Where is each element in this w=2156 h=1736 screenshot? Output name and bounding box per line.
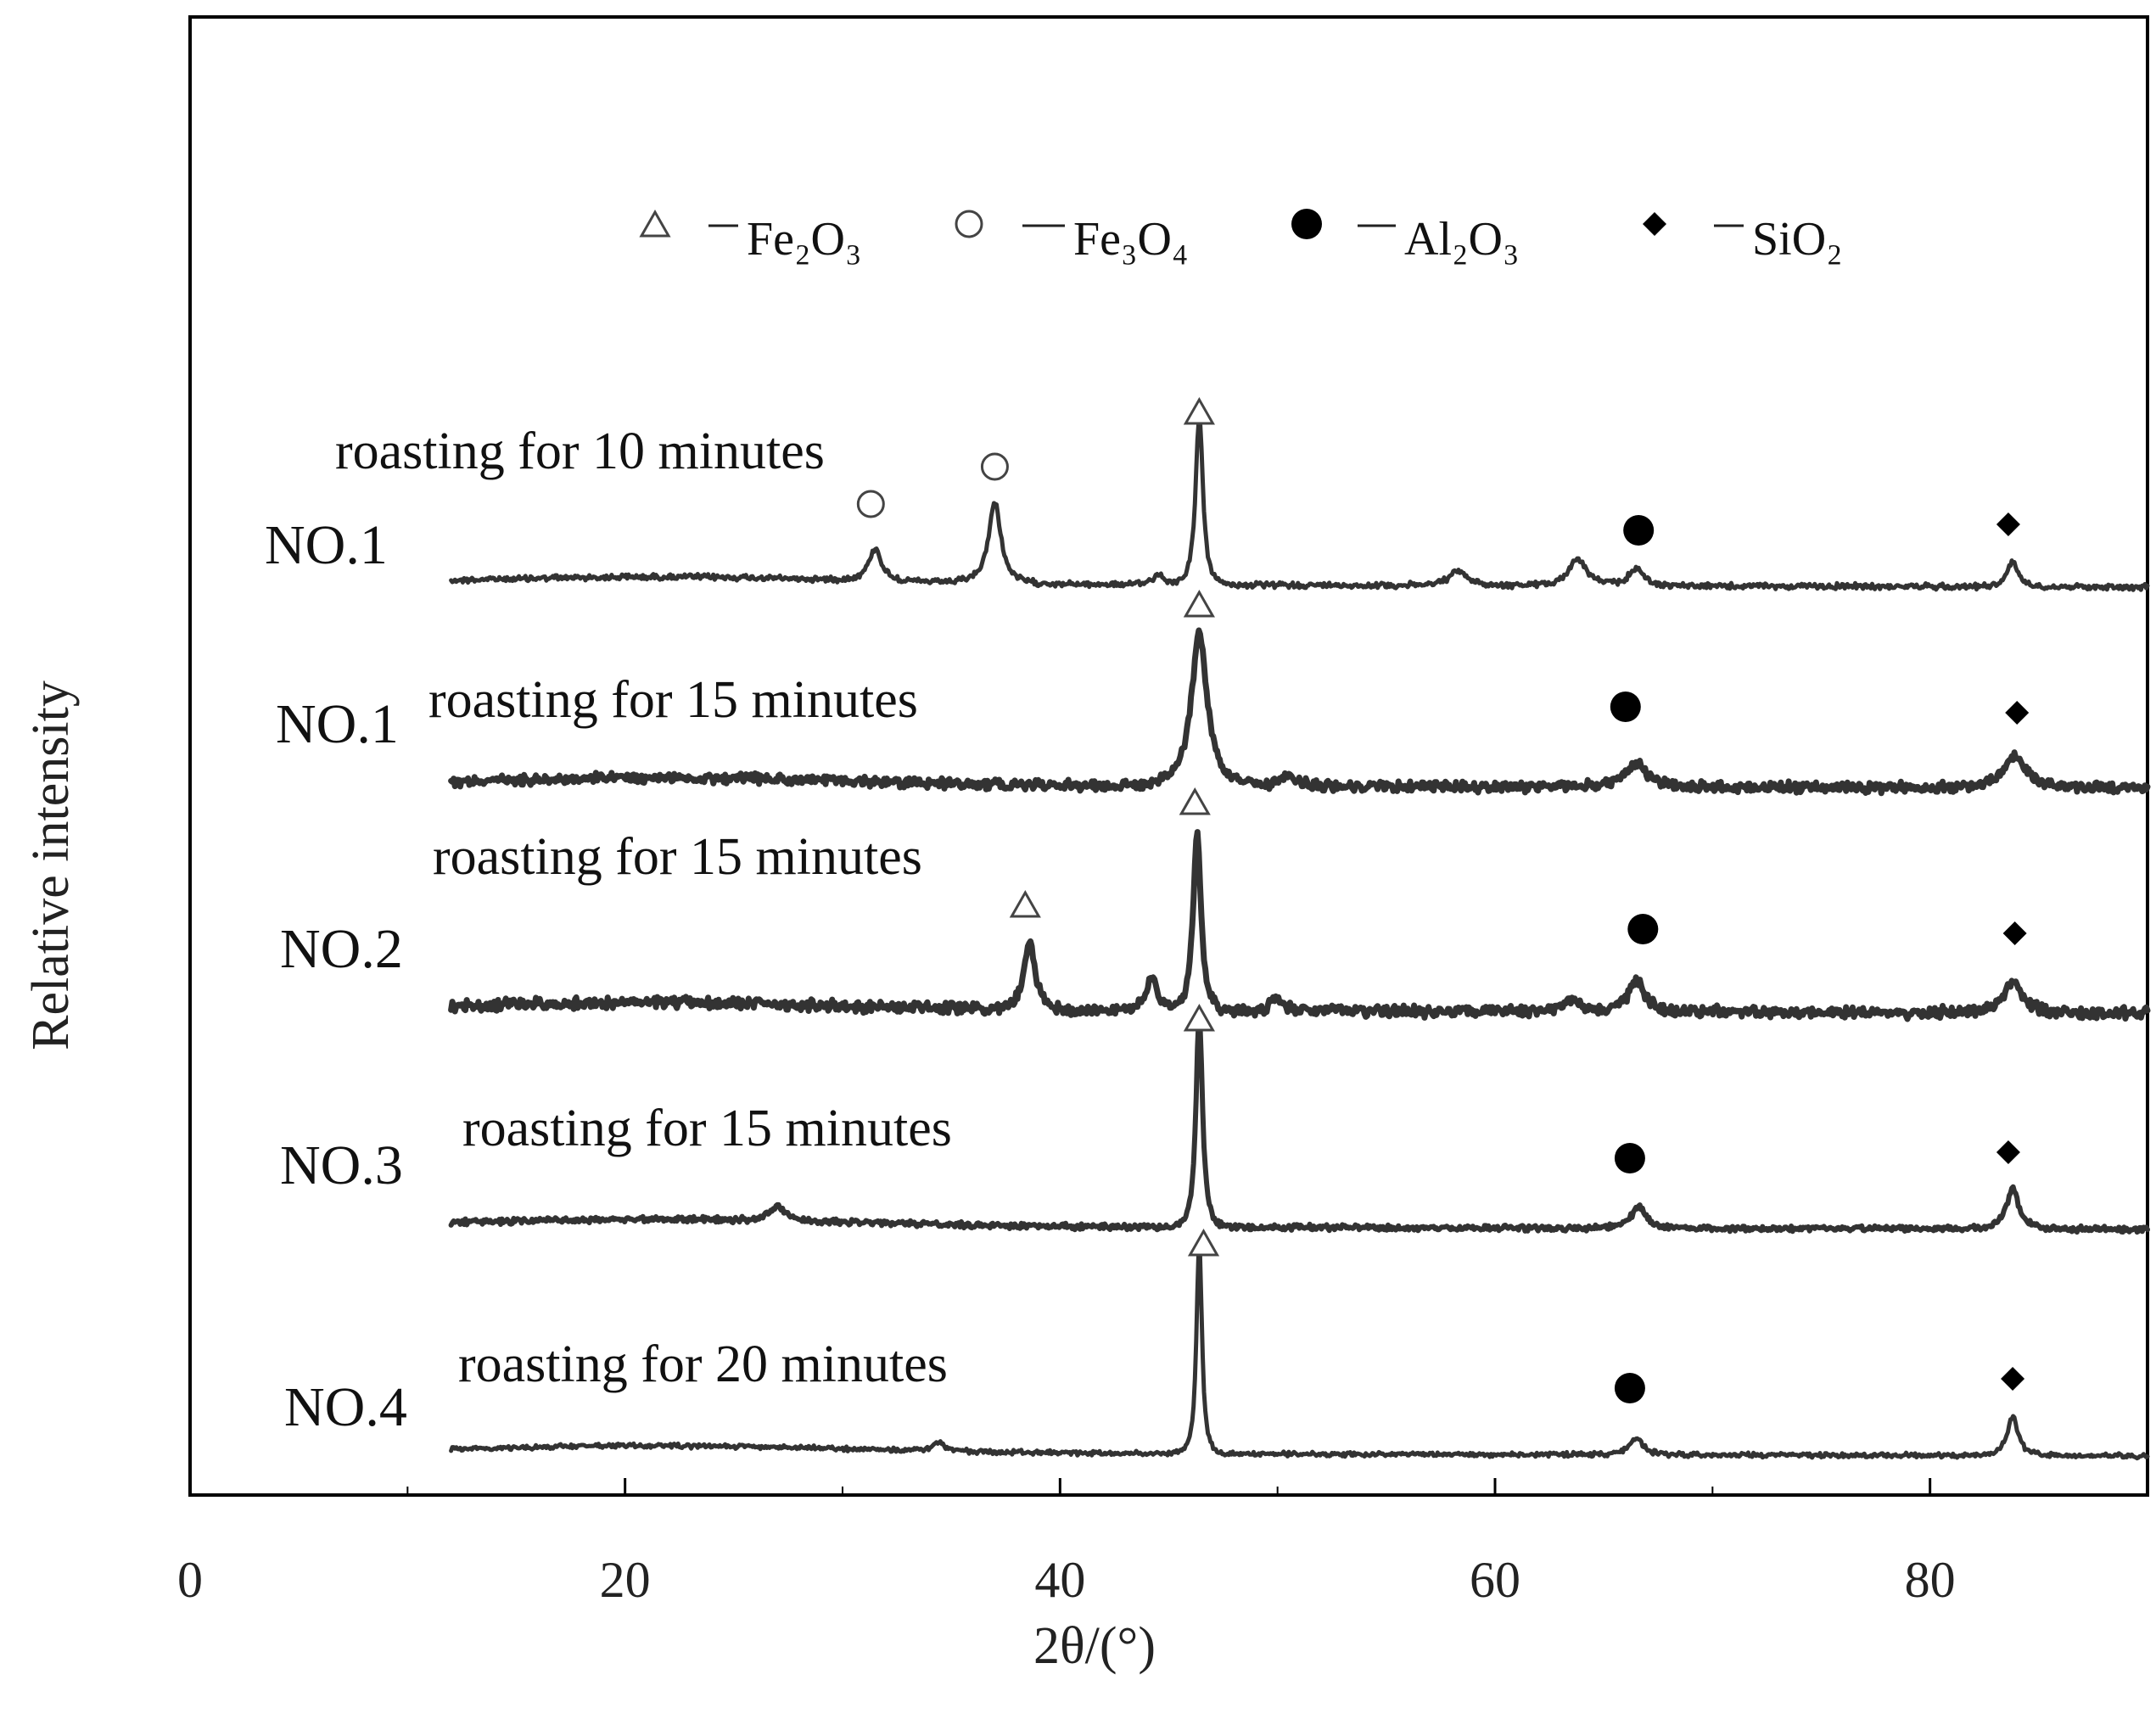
condition-label-4: roasting for 15 minutes (462, 1100, 952, 1157)
phase-marker-filled-diamond (1996, 512, 2020, 536)
legend-markers (639, 209, 1744, 239)
phase-marker-open-circle (980, 452, 1009, 481)
y-axis-title: Relative intensity (22, 680, 80, 1050)
x-tick-label: 0 (177, 1552, 203, 1608)
x-axis-ticks: 0 20 40 60 80 (177, 1478, 1956, 1608)
sample-label-1: NO.1 (265, 514, 388, 576)
phase-marker-filled-circle (1627, 914, 1659, 944)
sample-label-5: NO.4 (284, 1376, 407, 1438)
trace-4 (448, 1013, 2150, 1235)
phase-marker-open-triangle (1183, 396, 1215, 425)
legend-entry-sio2-label: SiO₂ (1752, 213, 1843, 266)
legend-marker-filled-circle (1291, 209, 1322, 239)
phase-marker-filled-circle (1623, 515, 1655, 546)
x-axis-title: 2θ/(°) (1033, 1617, 1156, 1675)
phase-marker-open-triangle (1183, 589, 1215, 618)
phase-marker-filled-diamond (2005, 701, 2030, 725)
phase-markers (856, 396, 2030, 1403)
trace-2 (448, 627, 2151, 797)
x-tick-label: 80 (1905, 1552, 1956, 1608)
legend-entry-fe3o4-label: Fe₃O₄ (1073, 213, 1189, 266)
x-tick-label: 20 (600, 1552, 651, 1608)
x-tick-label: 40 (1034, 1552, 1085, 1608)
sample-label-3: NO.2 (280, 918, 403, 980)
diffraction-traces (448, 417, 2151, 1461)
phase-marker-open-triangle (1183, 1003, 1215, 1032)
trace-1 (449, 417, 2150, 592)
phase-marker-filled-diamond (1996, 1140, 2020, 1164)
sample-label-4: NO.3 (280, 1134, 403, 1196)
phase-marker-open-circle (856, 490, 885, 518)
phase-marker-open-triangle (1187, 1228, 1220, 1257)
phase-marker-filled-diamond (2002, 921, 2027, 945)
phase-marker-filled-circle (1614, 1143, 1645, 1173)
condition-label-5: roasting for 20 minutes (458, 1336, 948, 1393)
legend-marker-open-triangle (639, 209, 671, 238)
condition-label-3: roasting for 15 minutes (433, 828, 922, 886)
legend-entry-fe2o3-label: Fe₂O₃ (747, 213, 862, 266)
trace-3 (448, 829, 2151, 1022)
legend-entry-al2o3-label: Al₂O₃ (1404, 213, 1520, 266)
legend-marker-open-circle (955, 210, 983, 238)
legend-marker-filled-diamond (1643, 212, 1666, 236)
condition-label-1: roasting for 10 minutes (335, 423, 825, 480)
legend: Fe₂O₃ Fe₃O₄ Al₂O₃ SiO₂ (639, 209, 1843, 266)
plot-frame (188, 15, 2149, 1497)
phase-marker-filled-circle (1614, 1373, 1645, 1403)
trace-5 (449, 1241, 2150, 1461)
sample-label-2: NO.1 (276, 693, 399, 755)
phase-marker-filled-diamond (2001, 1367, 2025, 1391)
phase-marker-open-triangle (1009, 889, 1041, 918)
phase-marker-open-triangle (1179, 787, 1211, 815)
x-tick-label: 60 (1470, 1552, 1520, 1608)
phase-marker-filled-circle (1610, 692, 1641, 722)
condition-label-2: roasting for 15 minutes (428, 671, 918, 729)
